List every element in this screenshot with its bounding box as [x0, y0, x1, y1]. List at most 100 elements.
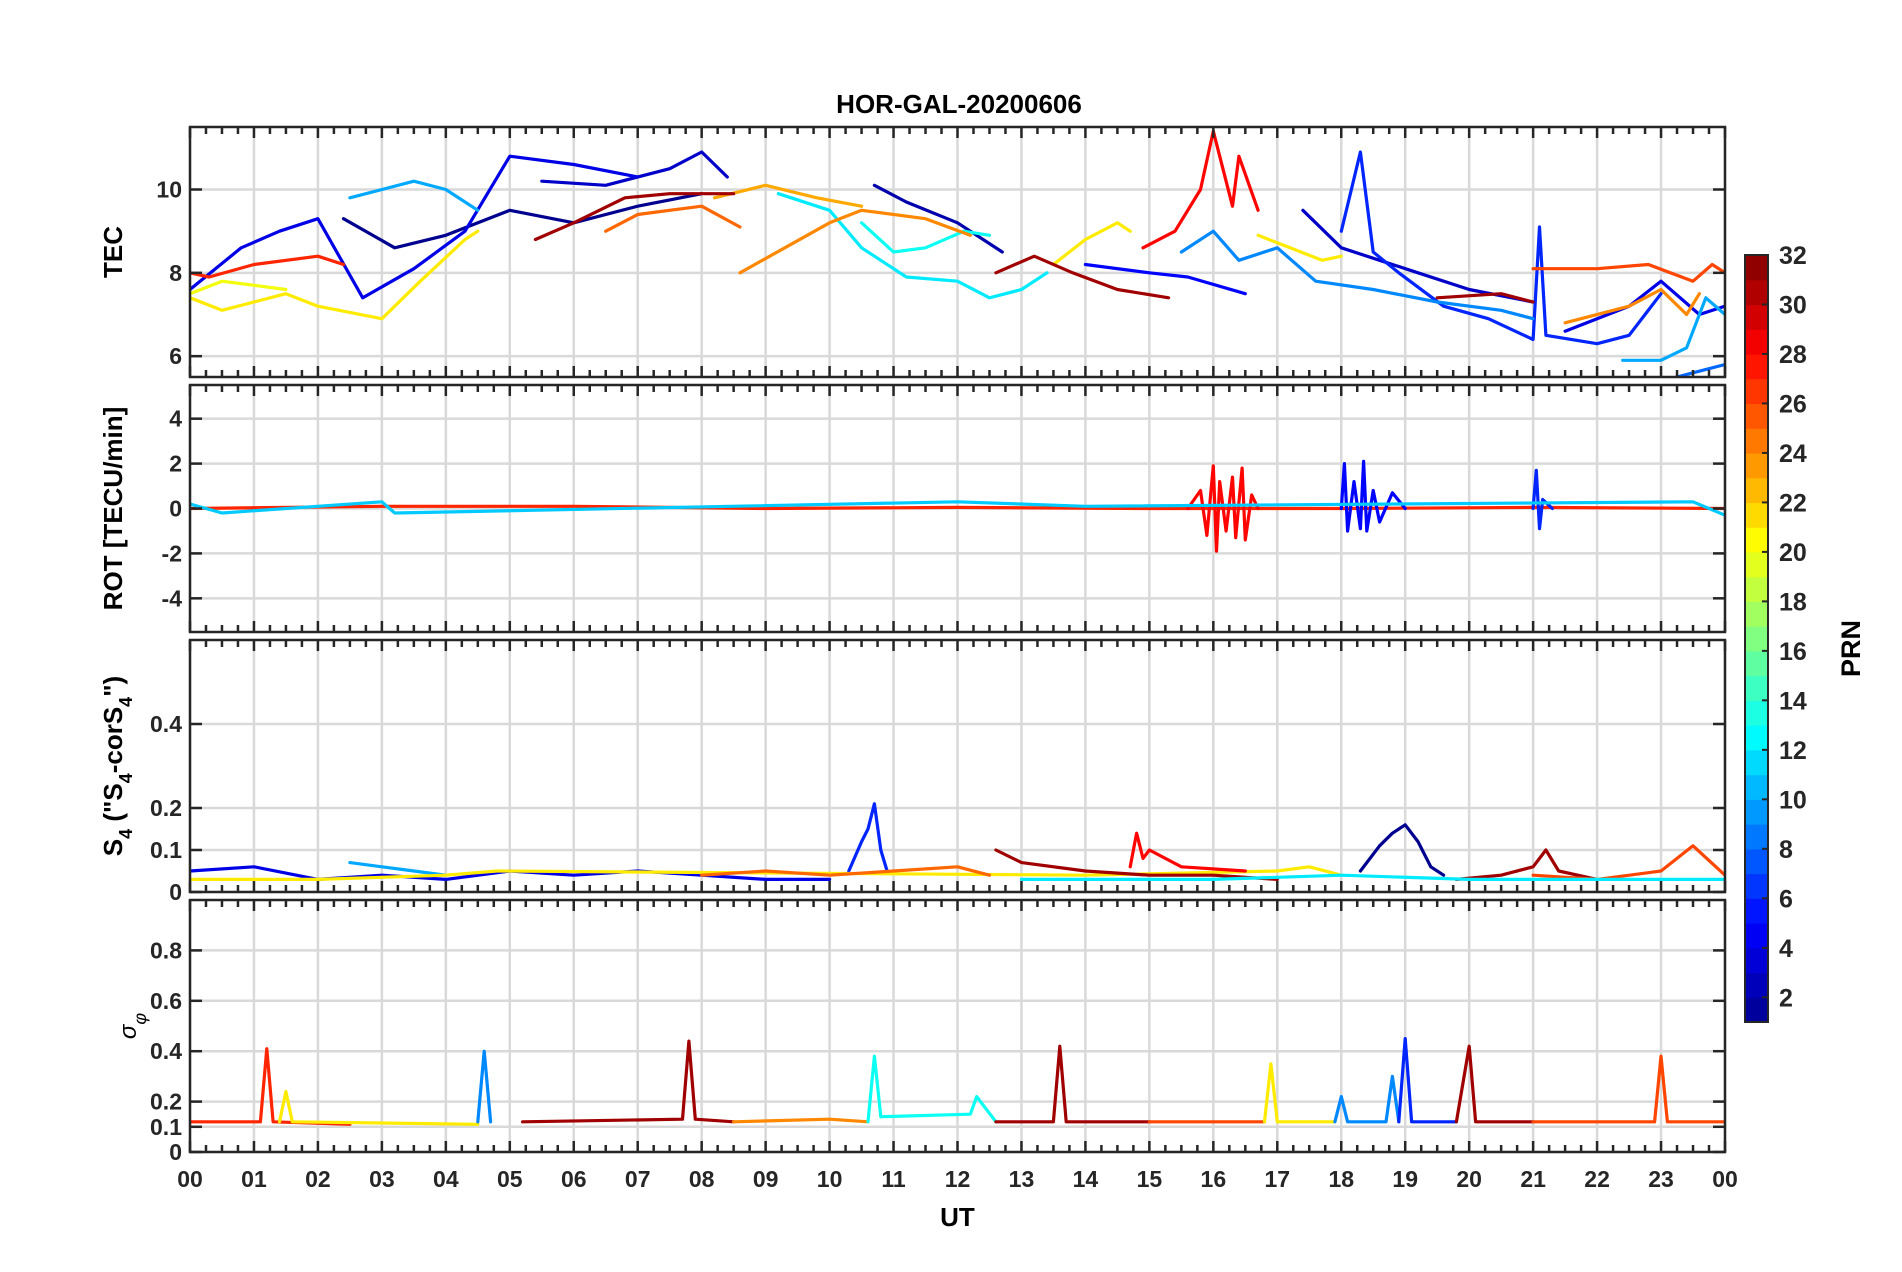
- colorbar-label: PRN: [1836, 620, 1866, 677]
- series-prn-31: [533, 192, 736, 242]
- colorbar-segment: [1745, 527, 1768, 553]
- y-tick-label: 8: [169, 260, 182, 286]
- x-tick-label: 14: [1073, 1166, 1099, 1192]
- x-tick-label: 02: [305, 1166, 331, 1192]
- series-prn-1: [341, 192, 704, 250]
- series-prn-28: [1186, 464, 1260, 553]
- series-prn-10: [348, 179, 480, 212]
- colorbar-segment: [1745, 749, 1768, 776]
- y-tick-label: 0.6: [150, 988, 182, 1014]
- x-tick-label: 03: [369, 1166, 395, 1192]
- series-prn-21: [1262, 1062, 1337, 1124]
- series-group: [190, 802, 1725, 882]
- y-tick-label: 10: [156, 177, 182, 203]
- x-axis-label: UT: [940, 1202, 975, 1232]
- series-prn-24: [738, 208, 972, 275]
- series-prn-28: [1128, 831, 1247, 873]
- colorbar-tick-label: 6: [1779, 885, 1793, 913]
- series-group: [190, 459, 1725, 553]
- colorbar-segment: [1745, 898, 1768, 924]
- series-prn-11: [190, 500, 1725, 517]
- colorbar-tick-label: 2: [1779, 984, 1793, 1012]
- colorbar-tick-label: 22: [1779, 489, 1807, 517]
- colorbar-tick-label: 8: [1779, 836, 1793, 864]
- series-prn-24: [1563, 287, 1702, 325]
- series-prn-21: [1051, 221, 1132, 267]
- x-tick-label: 01: [241, 1166, 267, 1192]
- y-tick-label: 0.4: [150, 711, 182, 737]
- colorbar-segment: [1745, 997, 1768, 1023]
- x-tick-label: 09: [753, 1166, 779, 1192]
- colorbar-tick-label: 16: [1779, 638, 1807, 666]
- x-tick-label: 08: [689, 1166, 715, 1192]
- x-tick-label: 13: [1009, 1166, 1035, 1192]
- x-tick-label: 00: [1712, 1166, 1738, 1192]
- y-axis-label: ROT [TECU/min]: [98, 407, 128, 611]
- y-axis-label: S4 ("S4-corS4"): [98, 676, 136, 856]
- y-tick-label: 0: [169, 879, 182, 905]
- series-prn-23: [712, 183, 864, 208]
- series-prn-6: [1397, 1036, 1459, 1124]
- y-tick-label: 0.1: [150, 1114, 182, 1140]
- series-prn-31: [994, 848, 1279, 882]
- series-prn-31: [1454, 848, 1599, 882]
- colorbar-segment: [1745, 255, 1768, 281]
- y-tick-label: -2: [162, 540, 182, 566]
- colorbar-frame: [1744, 254, 1769, 1023]
- y-tick-label: 2: [169, 451, 182, 477]
- colorbar-tick-label: 12: [1779, 737, 1807, 765]
- y-tick-label: -4: [162, 585, 183, 611]
- x-axis: 00 01 02 03 04 05 06 07 08 09 10 11 12 13 14 15 16 17 18 19…: [177, 1166, 1738, 1232]
- colorbar-segment: [1745, 799, 1768, 825]
- x-tick-label: 12: [945, 1166, 971, 1192]
- x-tick-label: 16: [1201, 1166, 1227, 1192]
- series-prn-12: [776, 192, 1049, 300]
- y-tick-label: 0: [169, 1139, 182, 1165]
- colorbar-segment: [1745, 923, 1768, 949]
- colorbar-segment: [1745, 329, 1768, 355]
- colorbar-segment: [1745, 576, 1768, 602]
- x-tick-label: 10: [817, 1166, 843, 1192]
- colorbar-segment: [1745, 551, 1768, 578]
- y-tick-label: 0.1: [150, 837, 182, 863]
- colorbar-segment: [1745, 700, 1768, 726]
- x-tick-label: 20: [1456, 1166, 1482, 1192]
- series-prn-1: [1358, 823, 1446, 877]
- colorbar-segment: [1745, 774, 1768, 800]
- series-prn-21: [190, 229, 480, 321]
- colorbar-tick-label: 10: [1779, 786, 1807, 814]
- series-prn-13: [859, 221, 992, 254]
- x-tick-label: 15: [1137, 1166, 1163, 1192]
- series-prn-26: [1531, 262, 1725, 283]
- colorbar-tick-label: 24: [1779, 440, 1807, 468]
- colorbar-segment: [1745, 477, 1768, 504]
- series-prn-31: [1454, 1044, 1535, 1124]
- y-tick-label: 6: [169, 343, 182, 369]
- y-tick-label: 0.4: [150, 1038, 182, 1064]
- colorbar-tick-label: 32: [1779, 242, 1807, 270]
- y-tick-label: 4: [169, 406, 182, 432]
- series-prn-27: [190, 254, 346, 279]
- y-tick-label: 0: [169, 496, 182, 522]
- colorbar-tick-label: 30: [1779, 291, 1807, 319]
- series-prn-13: [866, 1054, 998, 1124]
- series-prn-31: [520, 1039, 736, 1124]
- colorbar-segment: [1745, 353, 1768, 380]
- series-prn-10: [348, 860, 448, 877]
- x-tick-label: 05: [497, 1166, 523, 1192]
- series-prn-31: [994, 254, 1171, 300]
- colorbar-segment: [1745, 725, 1768, 751]
- panel-TEC: 6 8 10 TEC: [98, 125, 1727, 379]
- x-tick-label: 06: [561, 1166, 587, 1192]
- series-prn-6: [847, 802, 889, 873]
- colorbar-segment: [1745, 972, 1768, 998]
- colorbar-tick-label: 28: [1779, 341, 1807, 369]
- series-prn-25: [700, 865, 992, 877]
- series-prn-9: [1333, 1074, 1401, 1124]
- x-tick-label: 18: [1328, 1166, 1354, 1192]
- series-prn-31: [1435, 292, 1535, 304]
- panel-sigma_phi: 00.10.2 0.4 0.6 0.8 σφ: [115, 898, 1727, 1165]
- colorbar-segment: [1745, 601, 1768, 627]
